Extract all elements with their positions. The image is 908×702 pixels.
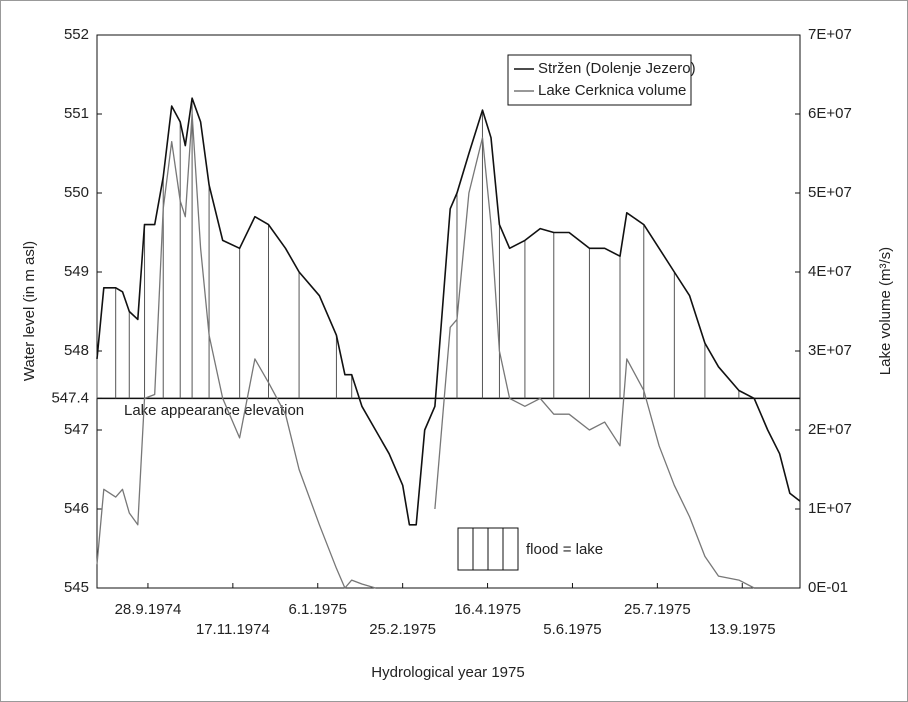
y-tick-label: 545: [64, 579, 89, 596]
y2-tick-label: 5E+07: [808, 184, 852, 201]
flood-legend-label: flood = lake: [526, 541, 603, 558]
y-tick-label: 551: [64, 105, 89, 122]
legend-label: Stržen (Dolenje Jezero): [538, 60, 696, 77]
y2-tick-label: 7E+07: [808, 26, 852, 43]
legend-label: Lake Cerknica volume: [538, 82, 686, 99]
y-axis-title: Water level (in m asl): [21, 241, 38, 381]
flood-legend: flood = lake: [457, 527, 603, 571]
x-tick-label: 17.11.1974: [196, 621, 270, 638]
x-tick-label: 16.4.1975: [454, 601, 521, 618]
y2-tick-label: 1E+07: [808, 500, 852, 517]
y2-tick-label: 0E-01: [808, 579, 848, 596]
y2-tick-label: 2E+07: [808, 421, 852, 438]
y-tick-label: 552: [64, 26, 89, 43]
y-tick-label: 549: [64, 263, 89, 280]
x-axis-title: Hydrological year 1975: [371, 664, 524, 681]
plot-area: [96, 34, 801, 589]
x-tick-label: 5.6.1975: [543, 621, 601, 638]
threshold-label: Lake appearance elevation: [124, 402, 304, 419]
y-tick-label: 548: [64, 342, 89, 359]
y-tick-label: 550: [64, 184, 89, 201]
y-tick-label: 546: [64, 500, 89, 517]
series-line: [96, 113, 755, 589]
y-tick-label: 547.4: [51, 389, 89, 406]
y2-tick-label: 6E+07: [808, 105, 852, 122]
y2-tick-label: 4E+07: [808, 263, 852, 280]
x-tick-label: 13.9.1975: [709, 621, 776, 638]
legend-box: [507, 54, 692, 106]
y-tick-label: 547: [64, 421, 89, 438]
y2-axis-title: Lake volume (m³/s): [877, 247, 894, 375]
x-tick-label: 6.1.1975: [289, 601, 347, 618]
x-tick-label: 25.2.1975: [369, 621, 436, 638]
y2-tick-label: 3E+07: [808, 342, 852, 359]
x-tick-label: 28.9.1974: [115, 601, 182, 618]
x-tick-label: 25.7.1975: [624, 601, 691, 618]
series-line: [96, 97, 801, 526]
